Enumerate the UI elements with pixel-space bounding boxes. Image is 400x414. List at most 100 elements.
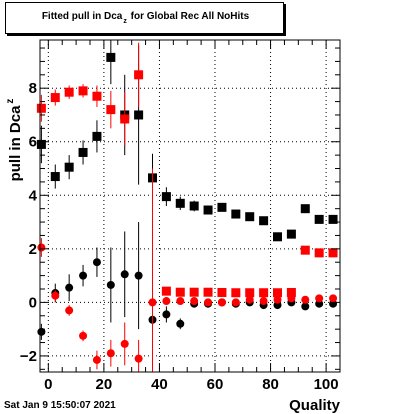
plot-frame <box>39 39 341 373</box>
data-point-square <box>231 288 241 298</box>
data-point-square <box>78 147 88 157</box>
series-1 <box>36 42 338 298</box>
data-point-circle <box>106 280 115 289</box>
data-point-circle <box>79 271 88 280</box>
data-point-square <box>175 287 185 297</box>
x-tick-label: 100 <box>314 376 339 393</box>
series-layer <box>36 40 338 372</box>
data-point-square <box>78 86 88 96</box>
data-point-square <box>286 229 296 239</box>
data-point-square <box>217 202 227 212</box>
data-point-circle <box>65 306 74 315</box>
chart-title-rest: for Global Rec All NoHits <box>130 11 250 22</box>
data-point-circle <box>245 295 254 304</box>
data-point-circle <box>301 302 310 311</box>
data-point-square <box>106 52 116 62</box>
data-point-square <box>50 93 60 103</box>
data-point-circle <box>329 294 338 303</box>
data-point-square <box>245 212 255 222</box>
data-point-circle <box>79 331 88 340</box>
data-point-square <box>231 209 241 219</box>
data-point-circle <box>120 339 129 348</box>
data-point-circle <box>120 270 129 279</box>
data-point-square <box>314 248 324 258</box>
data-point-circle <box>259 297 268 306</box>
data-point-circle <box>134 354 143 363</box>
data-point-circle <box>162 297 171 306</box>
data-point-circle <box>65 283 74 292</box>
x-tick-label: 60 <box>207 376 224 393</box>
data-point-square <box>36 139 46 149</box>
data-point-square <box>50 172 60 182</box>
data-point-circle <box>37 327 46 336</box>
data-point-square <box>120 114 130 124</box>
data-point-circle <box>231 298 240 307</box>
series-0 <box>36 40 338 242</box>
y-tick-label: −2 <box>20 348 37 365</box>
data-point-circle <box>217 298 226 307</box>
data-point-circle <box>92 355 101 364</box>
data-point-square <box>161 286 171 296</box>
data-point-square <box>328 248 338 258</box>
axes: 0 20 40 60 80 100 −2 0 2 4 6 8 <box>20 40 340 393</box>
data-point-square <box>245 288 255 298</box>
y-tick-label: 2 <box>29 241 37 258</box>
data-point-square <box>314 214 324 224</box>
data-point-circle <box>204 298 213 307</box>
grid <box>40 40 340 372</box>
chart-title-sub: z <box>123 18 127 25</box>
x-tick-label: 80 <box>262 376 279 393</box>
data-point-square <box>300 245 310 255</box>
y-tick-label: 6 <box>29 134 37 151</box>
data-point-square <box>175 198 185 208</box>
data-point-circle <box>287 294 296 303</box>
data-point-square <box>203 287 213 297</box>
data-point-square <box>328 214 338 224</box>
data-point-square <box>189 201 199 211</box>
data-point-square <box>217 287 227 297</box>
data-point-circle <box>301 295 310 304</box>
data-point-square <box>273 232 282 242</box>
series-2 <box>37 222 338 340</box>
data-point-square <box>64 87 74 97</box>
chart-title-main: Fitted pull in Dca <box>41 11 123 22</box>
data-point-square <box>134 70 144 80</box>
data-point-circle <box>190 297 199 306</box>
data-point-square <box>286 287 296 297</box>
data-point-circle <box>176 319 185 328</box>
chart-title: Fitted pull in Dcaz for Global Rec All N… <box>6 11 285 25</box>
y-tick-label: 8 <box>29 80 37 97</box>
data-point-circle <box>315 294 324 303</box>
data-point-circle <box>92 258 101 267</box>
y-axis-label-sub: z <box>5 99 16 104</box>
timestamp: Sat Jan 9 15:50:07 2021 <box>4 400 116 411</box>
data-point-square <box>134 110 144 120</box>
data-point-circle <box>37 243 46 252</box>
y-tick-label: 0 <box>29 294 37 311</box>
x-axis-label: Quality <box>289 397 341 414</box>
data-point-square <box>259 288 269 298</box>
data-point-square <box>203 205 213 215</box>
x-tick-label: 20 <box>96 376 113 393</box>
data-point-square <box>36 103 46 113</box>
data-point-circle <box>51 291 60 300</box>
data-point-circle <box>134 271 143 280</box>
data-point-circle <box>176 297 185 306</box>
data-point-square <box>92 131 102 141</box>
data-point-circle <box>273 295 282 304</box>
data-point-circle <box>162 310 171 319</box>
data-point-square <box>106 105 116 115</box>
x-tick-label: 0 <box>44 376 52 393</box>
data-point-square <box>259 216 269 226</box>
data-point-square <box>273 288 282 298</box>
y-tick-label: 4 <box>29 187 38 204</box>
y-axis-label: pull in Dcaz <box>5 99 24 182</box>
data-point-circle <box>106 349 115 358</box>
data-point-square <box>92 91 102 101</box>
x-tick-label: 40 <box>151 376 168 393</box>
data-point-square <box>189 287 199 297</box>
data-point-circle <box>148 298 157 307</box>
y-axis-label-main: pull in Dca <box>7 105 24 182</box>
